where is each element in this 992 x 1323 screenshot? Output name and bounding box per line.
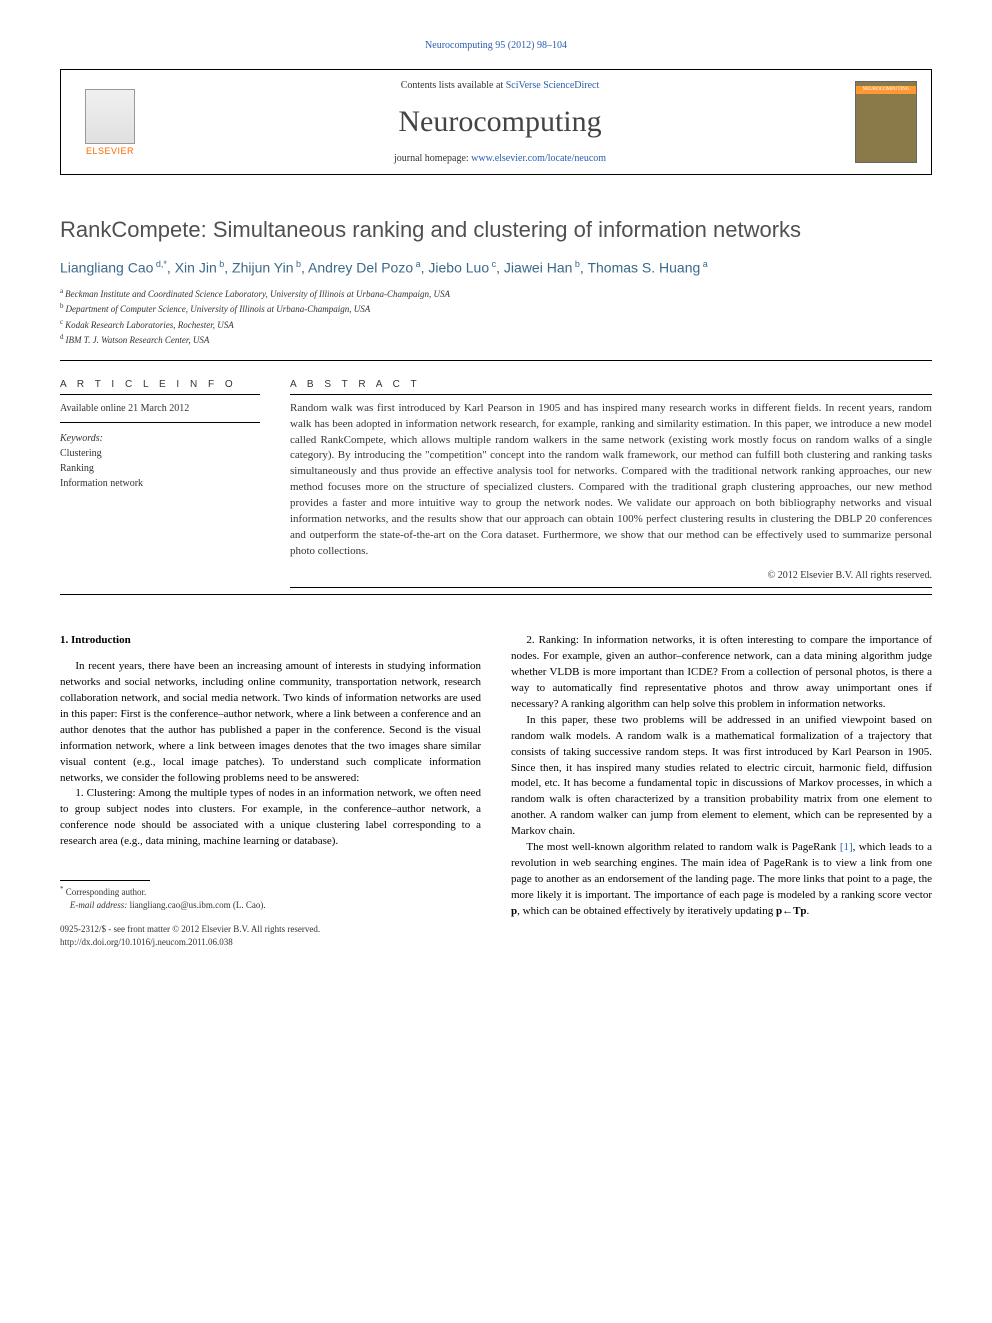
reference-link[interactable]: [1] [840,841,853,853]
divider [60,880,150,881]
keyword: Information network [60,476,260,491]
article-info-column: A R T I C L E I N F O Available online 2… [60,379,260,594]
author-affiliation-marker: b [294,259,302,269]
author-affiliation-marker: d,* [153,259,167,269]
elsevier-label: ELSEVIER [86,146,134,156]
affiliation-text: Kodak Research Laboratories, Rochester, … [65,320,234,330]
abstract-copyright: © 2012 Elsevier B.V. All rights reserved… [290,570,932,581]
affiliation-marker: c [60,318,63,326]
affiliation-marker: d [60,333,64,341]
footer-area: * Corresponding author. E-mail address: … [60,880,481,948]
header-citation: Neurocomputing 95 (2012) 98–104 [60,40,932,51]
abstract-heading: A B S T R A C T [290,379,932,390]
homepage-link[interactable]: www.elsevier.com/locate/neucom [471,153,606,164]
divider [60,360,932,361]
authors-line: Liangliang Cao d,*, Xin Jin b, Zhijun Yi… [60,259,932,276]
affiliation-line: aBeckman Institute and Coordinated Scien… [60,286,932,302]
affiliation-text: Beckman Institute and Coordinated Scienc… [65,289,450,299]
journal-title: Neurocomputing [145,105,855,139]
divider [60,394,260,395]
item-lead: 1. Clustering [75,787,132,799]
affiliation-line: cKodak Research Laboratories, Rochester,… [60,317,932,333]
p3-d: . [807,905,810,917]
body-paragraph: 2. Ranking: In information networks, it … [511,633,932,713]
corresponding-email[interactable]: liangliang.cao@us.ibm.com (L. Cao). [130,900,266,910]
keywords-block: Keywords: Clustering Ranking Information… [60,431,260,491]
author-affiliation-marker: c [489,259,496,269]
author-name: Jiawei Han [504,260,572,276]
keywords-label: Keywords: [60,431,260,446]
journal-cover-thumbnail: NEUROCOMPUTING [855,81,917,163]
elsevier-logo: ELSEVIER [75,82,145,162]
divider [290,394,932,395]
affiliations-block: aBeckman Institute and Coordinated Scien… [60,286,932,348]
body-paragraph: In this paper, these two problems will b… [511,713,932,841]
keyword: Clustering [60,446,260,461]
body-paragraph: 1. Clustering: Among the multiple types … [60,786,481,850]
author-name: Thomas S. Huang [587,260,700,276]
journal-homepage-line: journal homepage: www.elsevier.com/locat… [145,153,855,164]
item-lead: 2. Ranking [526,634,576,646]
affiliation-text: Department of Computer Science, Universi… [66,304,371,314]
divider [60,422,260,423]
abstract-text: Random walk was first introduced by Karl… [290,401,932,560]
elsevier-tree-icon [85,89,135,144]
corresponding-label: Corresponding author. [66,887,147,897]
cover-label: NEUROCOMPUTING [856,86,916,94]
front-matter-line: 0925-2312/$ - see front matter © 2012 El… [60,923,481,936]
affiliation-marker: b [60,302,64,310]
body-columns: 1. Introduction In recent years, there h… [60,633,932,949]
affiliation-line: bDepartment of Computer Science, Univers… [60,301,932,317]
abstract-column: A B S T R A C T Random walk was first in… [290,379,932,594]
article-title: RankCompete: Simultaneous ranking and cl… [60,217,932,243]
author-name: Xin Jin [175,260,217,276]
author-affiliation-marker: b [572,259,580,269]
body-column-right: 2. Ranking: In information networks, it … [511,633,932,949]
contents-line: Contents lists available at SciVerse Sci… [145,80,855,91]
contents-prefix: Contents lists available at [401,80,506,91]
body-paragraph: In recent years, there have been an incr… [60,659,481,787]
homepage-prefix: journal homepage: [394,153,471,164]
divider [290,587,932,588]
affiliation-text: IBM T. J. Watson Research Center, USA [66,335,210,345]
keyword: Ranking [60,461,260,476]
article-info-heading: A R T I C L E I N F O [60,379,260,390]
email-label: E-mail address: [70,900,127,910]
author-name: Liangliang Cao [60,260,153,276]
sciencedirect-link[interactable]: SciVerse ScienceDirect [506,80,600,91]
doi-link[interactable]: http://dx.doi.org/10.1016/j.neucom.2011.… [60,936,481,949]
body-column-left: 1. Introduction In recent years, there h… [60,633,481,949]
journal-header-box: ELSEVIER Contents lists available at Sci… [60,69,932,175]
author-affiliation-marker: a [700,259,708,269]
author-name: Andrey Del Pozo [308,260,413,276]
body-paragraph: The most well-known algorithm related to… [511,840,932,920]
p3-a: The most well-known algorithm related to… [526,841,839,853]
section-heading: 1. Introduction [60,633,481,649]
available-online: Available online 21 March 2012 [60,401,260,416]
corresponding-marker: * [60,885,64,893]
math-eq-rhs: Tp [793,905,806,917]
author-name: Jiebo Luo [428,260,489,276]
divider [60,594,932,595]
author-affiliation-marker: b [217,259,225,269]
affiliation-marker: a [60,287,63,295]
author-affiliation-marker: a [413,259,421,269]
author-name: Zhijun Yin [232,260,293,276]
math-eq-arrow: ← [782,905,793,917]
affiliation-line: dIBM T. J. Watson Research Center, USA [60,332,932,348]
p3-c: , which can be obtained effectively by i… [517,905,776,917]
